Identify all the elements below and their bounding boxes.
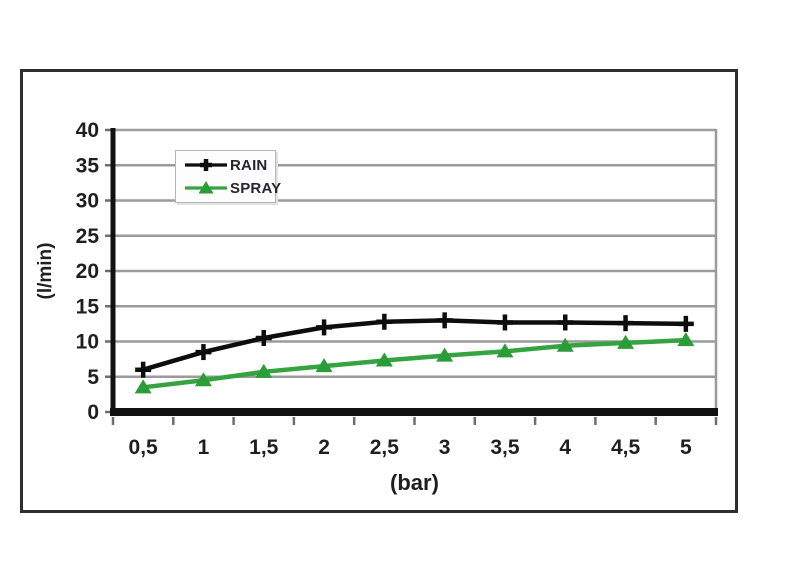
x-tick-label: 1 xyxy=(198,436,210,459)
y-tick-label: 20 xyxy=(76,260,99,283)
triangle-marker-icon xyxy=(375,352,393,367)
x-tick-label: 3,5 xyxy=(490,436,520,459)
y-tick-label: 5 xyxy=(87,366,99,389)
x-tick-label: 2 xyxy=(318,436,330,459)
legend: RAIN SPRAY xyxy=(175,150,281,203)
plot-svg: 0 5 10 15 20 25 30 35 40 0,5 1 1,5 2 2,5 3 3,5 4 4,5 5 xyxy=(76,119,718,459)
x-axis-title: (bar) xyxy=(390,470,439,495)
triangle-marker-icon xyxy=(617,334,635,349)
x-tick-label: 3 xyxy=(439,436,451,459)
triangle-marker-icon xyxy=(255,363,273,378)
x-tick-label: 4 xyxy=(559,436,571,459)
y-tick-label: 15 xyxy=(76,295,100,318)
y-tick-label: 40 xyxy=(76,119,99,142)
x-tick-label: 5 xyxy=(680,436,692,459)
y-tick-label: 25 xyxy=(76,225,100,248)
rain-series-markers xyxy=(135,312,694,378)
triangle-marker-icon xyxy=(134,379,152,394)
legend-label-rain: RAIN xyxy=(230,156,268,174)
chart-frame: 0 5 10 15 20 25 30 35 40 0,5 1 1,5 2 2,5 3 3,5 4 4,5 5 RAI… xyxy=(20,69,738,513)
legend-label-spray: SPRAY xyxy=(230,179,282,197)
x-tick-label: 4,5 xyxy=(611,436,641,459)
legend-item-rain: RAIN xyxy=(184,155,275,175)
x-tick-label: 1,5 xyxy=(249,436,279,459)
x-tick-labels: 0,5 1 1,5 2 2,5 3 3,5 4 4,5 5 xyxy=(129,436,692,459)
y-tick-labels: 0 5 10 15 20 25 30 35 40 xyxy=(76,119,100,424)
y-tick-label: 30 xyxy=(76,190,99,213)
y-tick-label: 10 xyxy=(76,331,99,354)
legend-item-spray: SPRAY xyxy=(184,178,281,198)
spray-series-marker-icon xyxy=(185,181,227,194)
triangle-marker-icon xyxy=(315,358,333,373)
rain-series-marker-icon xyxy=(185,159,227,171)
triangle-marker-icon xyxy=(496,343,514,358)
triangle-marker-icon xyxy=(194,372,212,387)
spray-series-line xyxy=(140,337,689,390)
triangle-marker-icon xyxy=(556,337,574,352)
y-tick-label: 0 xyxy=(87,401,99,424)
triangle-marker-icon xyxy=(436,347,454,362)
y-tick-label: 35 xyxy=(76,154,100,177)
y-axis-title: (l/min) xyxy=(35,242,56,300)
x-tick-label: 0,5 xyxy=(129,436,159,459)
x-tick-label: 2,5 xyxy=(370,436,400,459)
spray-series-markers xyxy=(134,332,695,394)
rain-series-line xyxy=(140,318,689,372)
triangle-marker-icon xyxy=(677,332,695,347)
